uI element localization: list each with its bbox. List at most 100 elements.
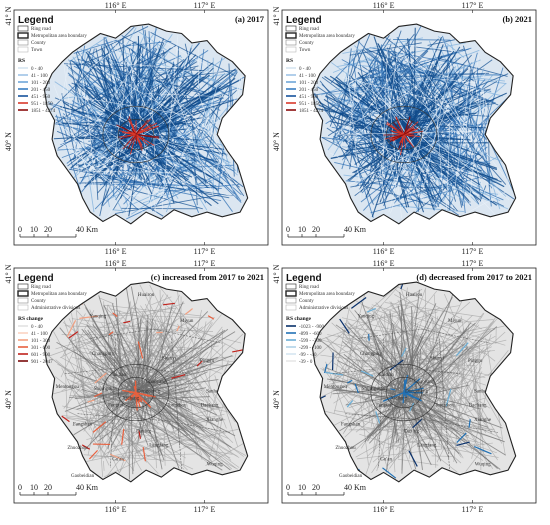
legend-base-item: Metropolitan area boundary [299, 34, 355, 39]
place-label: Huairou [138, 293, 155, 298]
legend-base-item: Administrative divisions [31, 306, 80, 311]
place-label: Changping [92, 352, 114, 357]
lon-tick-label-top: 116° E [105, 1, 127, 10]
place-label: Xianghe [206, 418, 224, 423]
lat-tick-label: 40° N [4, 132, 13, 151]
legend-base-item: Ring road [31, 285, 51, 290]
lon-tick-label-bottom: 116° E [105, 247, 127, 256]
place-label: Fengtai [376, 404, 392, 409]
scale-label: 0 [18, 225, 22, 234]
legend-base-item: Metropolitan area boundary [31, 34, 87, 39]
place-label: Zhuozhou [67, 446, 88, 451]
legend-class-title: RS change [18, 316, 43, 322]
legend-class-label: 201 - 450 [31, 88, 51, 93]
place-label: Dongcheng [137, 390, 161, 395]
place-label: Daxing [404, 430, 419, 435]
legend-class-label: -599 - -300 [299, 339, 322, 344]
legend-swatch [286, 40, 296, 45]
legend-swatch [286, 284, 296, 289]
lon-tick-label-top: 117° E [194, 259, 216, 268]
place-label: Mentougou [56, 385, 80, 390]
legend-class-label: 201 - 450 [299, 88, 319, 93]
place-label: Zhuozhou [335, 446, 356, 451]
legend-swatch [18, 284, 28, 289]
lon-tick-label-top: 116° E [105, 259, 127, 268]
panel-title: (a) 2017 [235, 14, 265, 24]
place-label: Miyun [448, 319, 462, 324]
lon-tick-label-top: 116° E [373, 1, 395, 10]
legend-class-label: -99 - -40 [299, 353, 317, 358]
legend-class-label: -1023 - -900 [299, 325, 324, 330]
place-label: Shunyi [430, 357, 445, 362]
legend-swatch [286, 305, 296, 310]
place-label: Fangshan [341, 422, 361, 427]
legend-swatch [286, 26, 296, 31]
place-label: Fengtai [108, 404, 124, 409]
place-label: Gaobeidian [71, 474, 95, 479]
place-label: Haidian [378, 373, 394, 378]
legend-title: Legend [286, 15, 322, 26]
scale-label: 10 [298, 483, 306, 492]
scale-label: 20 [312, 225, 320, 234]
panel-title: (d) decreased from 2017 to 2021 [416, 272, 532, 282]
legend-swatch [18, 40, 28, 45]
legend-swatch [286, 298, 296, 303]
scale-label: 10 [298, 225, 306, 234]
place-label: Gu'an [112, 458, 124, 463]
legend-class-title: RS [18, 58, 25, 64]
place-label: Yanqing [89, 314, 106, 319]
lon-tick-label-top: 116° E [373, 259, 395, 268]
legend-class-label: -299 - -100 [299, 346, 322, 351]
place-label: Yanqing [357, 314, 374, 319]
lat-tick-label: 40° N [4, 390, 13, 409]
legend-swatch [18, 26, 28, 31]
legend-class-label: -39 - 0 [299, 360, 313, 365]
place-label: Wuqing [475, 462, 491, 467]
lon-tick-label-bottom: 117° E [194, 247, 216, 256]
lat-tick-label: 40° N [272, 132, 281, 151]
place-label: Gu'an [380, 458, 392, 463]
legend-base-item: County [31, 41, 46, 46]
legend-swatch [18, 291, 28, 296]
lon-tick-label-bottom: 117° E [194, 505, 216, 514]
lon-tick-label-bottom: 117° E [462, 247, 484, 256]
place-label: Shunyi [162, 357, 177, 362]
place-label: Dachang [201, 404, 219, 409]
legend-class-label: 101 - 300 [31, 339, 51, 344]
legend-class-label: -899 - -600 [299, 332, 322, 337]
legend-base-item: County [299, 41, 314, 46]
legend-class-label: 0 - 40 [31, 325, 43, 330]
legend-base-item: Administrative divisions [299, 306, 348, 311]
scale-label: 20 [44, 225, 52, 234]
place-label: Xicheng [122, 397, 139, 402]
legend-class-label: 41 - 100 [31, 332, 48, 337]
lat-tick-label: 40° N [272, 390, 281, 409]
legend-class-label: 0 - 40 [31, 67, 43, 72]
legend-swatch [286, 47, 296, 52]
place-label: Miyun [180, 319, 194, 324]
legend-class-label: 41 - 100 [299, 74, 316, 79]
lon-tick-label-top: 117° E [462, 1, 484, 10]
legend-class-label: 601 - 900 [31, 353, 51, 358]
place-label: Sanhe [474, 390, 487, 395]
lon-tick-label-top: 117° E [462, 259, 484, 268]
place-label: Langfang [417, 444, 437, 449]
legend-title: Legend [286, 273, 322, 284]
legend-class-title: RS [286, 58, 293, 64]
legend-class-label: 101 - 200 [299, 81, 319, 86]
lon-tick-label-bottom: 116° E [105, 505, 127, 514]
legend-class-label: 41 - 100 [31, 74, 48, 79]
legend-class-label: 901 - 2047 [31, 360, 53, 365]
lon-tick-label-bottom: 116° E [373, 505, 395, 514]
scale-label: 40 Km [76, 225, 99, 234]
lon-tick-label-bottom: 117° E [462, 505, 484, 514]
legend-class-label: 451 - 950 [299, 95, 319, 100]
scale-label: 40 Km [344, 225, 367, 234]
scale-label: 10 [30, 483, 38, 492]
place-label: Sanhe [206, 390, 219, 395]
place-label: Chaoyang [414, 380, 435, 385]
place-label: Xicheng [390, 397, 407, 402]
